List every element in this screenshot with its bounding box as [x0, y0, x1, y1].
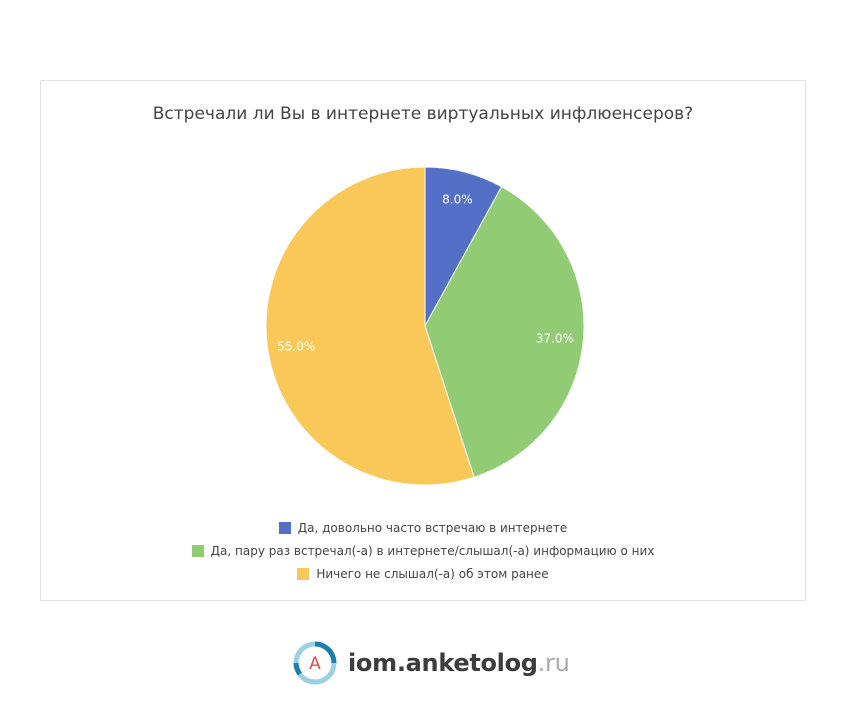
legend-label: Да, довольно часто встречаю в интернете	[297, 520, 568, 535]
logo-letter: A	[309, 654, 321, 674]
pie-slice-3[interactable]	[265, 166, 475, 486]
legend-label: Да, пару раз встречал(-а) в интернете/сл…	[210, 543, 655, 558]
legend-item-3[interactable]: Ничего не слышал(-а) об этом ранее	[297, 562, 549, 585]
anketolog-logo-icon: A	[293, 641, 337, 685]
slice-label-1: 8.0%	[442, 193, 473, 207]
legend-swatch	[297, 567, 310, 580]
brand-name: iom.anketolog.ru	[348, 649, 570, 677]
brand[interactable]: A iom.anketolog.ru	[292, 640, 570, 686]
legend-label: Ничего не слышал(-а) об этом ранее	[316, 566, 549, 581]
legend-item-2[interactable]: Да, пару раз встречал(-а) в интернете/сл…	[191, 539, 655, 562]
legend-swatch	[278, 521, 291, 534]
pie-slice-2[interactable]	[424, 185, 585, 478]
legend: Да, довольно часто встречаю в интернете Д…	[41, 516, 805, 585]
brand-domain: iom.anketolog	[348, 649, 538, 677]
brand-suffix: .ru	[537, 649, 570, 677]
slice-label-3: 55.0%	[277, 339, 315, 353]
pie-chart: 8.0% 37.0% 55.0%	[265, 166, 585, 486]
legend-swatch	[191, 544, 204, 557]
chart-title: Встречали ли Вы в интернете виртуальных …	[152, 104, 694, 124]
chart-card: Встречали ли Вы в интернете виртуальных …	[40, 80, 806, 601]
legend-item-1[interactable]: Да, довольно часто встречаю в интернете	[278, 516, 568, 539]
slice-label-2: 37.0%	[536, 331, 574, 345]
